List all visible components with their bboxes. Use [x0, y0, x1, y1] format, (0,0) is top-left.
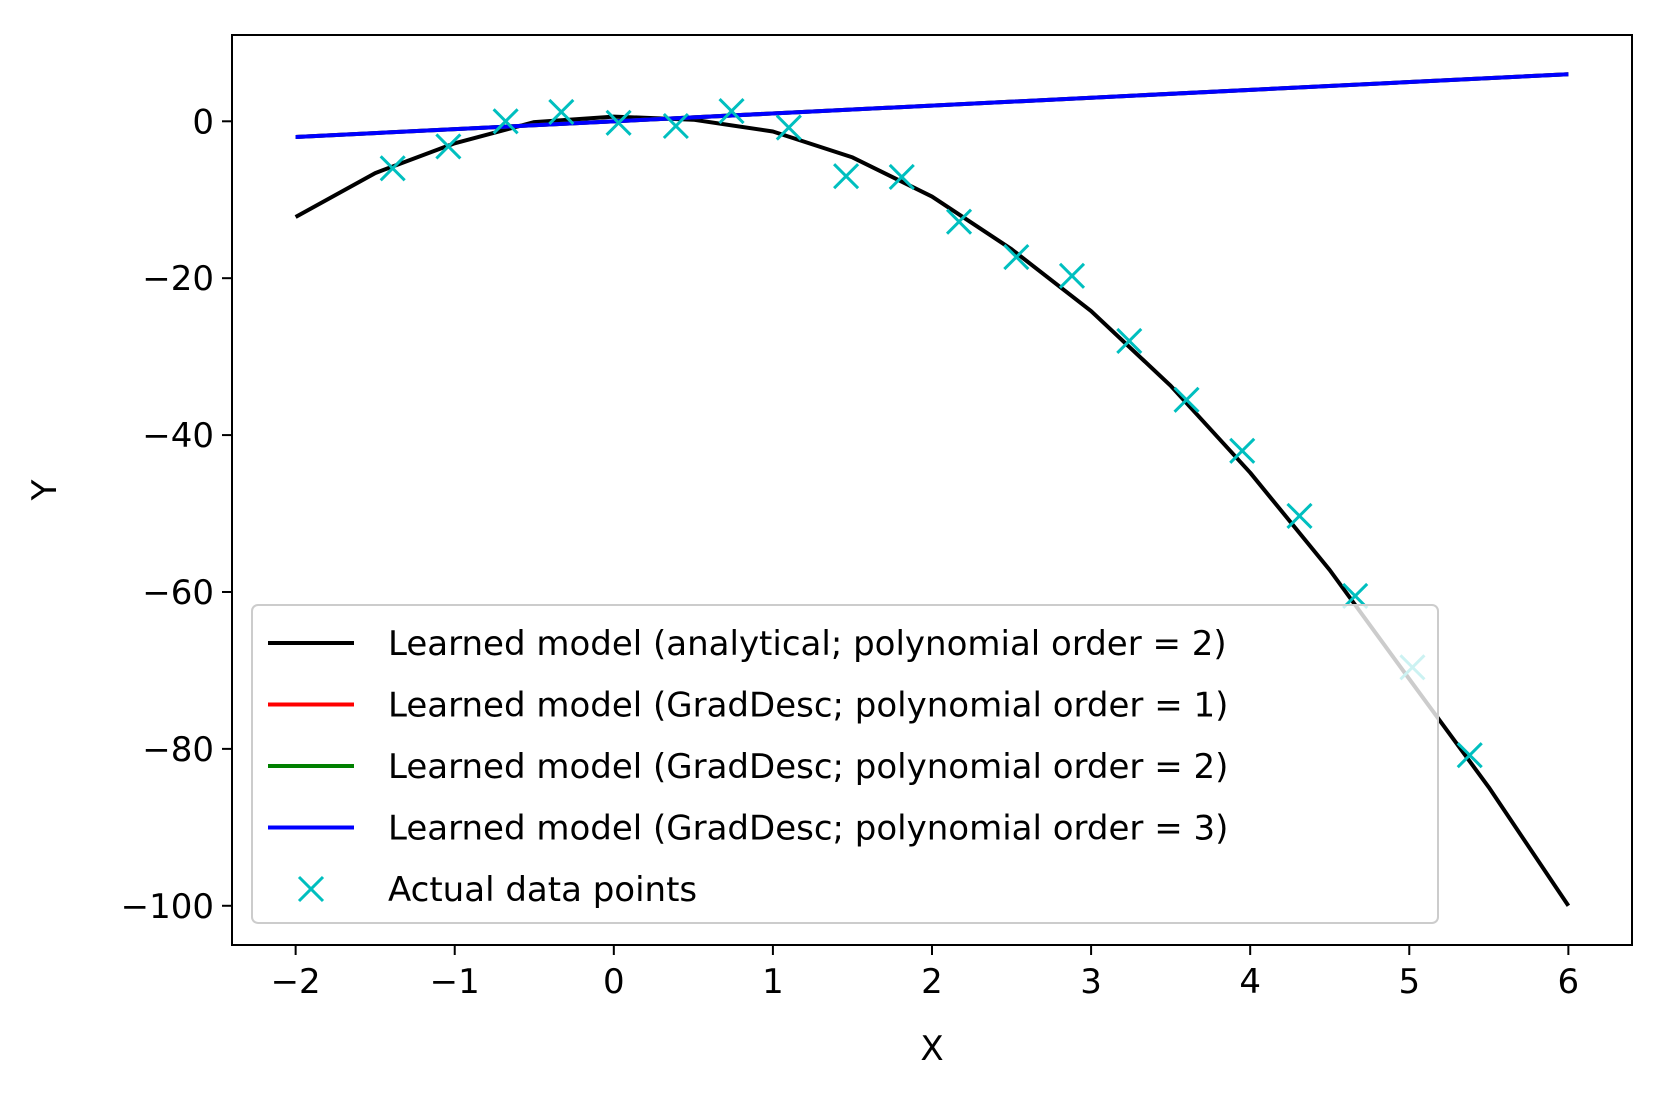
data-point: [435, 133, 462, 160]
x-tick-label: 5: [1398, 962, 1420, 1002]
data-point: [775, 114, 802, 141]
data-point: [605, 109, 632, 136]
data-point: [1229, 437, 1256, 464]
legend-swatch: [297, 875, 325, 903]
data-point: [1286, 502, 1313, 529]
x-tick-label: 3: [1080, 962, 1102, 1002]
y-tick-label: −20: [142, 259, 214, 299]
y-tick-label: −60: [142, 573, 214, 613]
legend-item: Learned model (GradDesc; polynomial orde…: [268, 747, 1228, 787]
legend-label: Learned model (GradDesc; polynomial orde…: [388, 809, 1228, 849]
y-axis-label: Y: [25, 479, 65, 501]
data-point: [1342, 582, 1369, 609]
data-point: [945, 208, 973, 235]
legend-label: Learned model (GradDesc; polynomial orde…: [388, 747, 1228, 787]
x-axis-label: X: [920, 1029, 943, 1069]
data-point: [662, 112, 689, 140]
data-point: [1173, 386, 1200, 413]
legend-item: Learned model (GradDesc; polynomial orde…: [268, 686, 1228, 726]
data-point: [379, 155, 406, 182]
x-tick-label: 4: [1239, 962, 1261, 1002]
data-point: [718, 98, 745, 125]
data-point: [888, 163, 915, 191]
legend-label: Learned model (analytical; polynomial or…: [388, 624, 1227, 664]
data-point: [1456, 742, 1483, 769]
legend-label: Learned model (GradDesc; polynomial orde…: [388, 686, 1228, 726]
x-tick-label: −1: [430, 962, 480, 1002]
legend-box: [251, 604, 1439, 924]
data-point: [1116, 327, 1143, 355]
x-tick-label: 2: [921, 962, 943, 1002]
y-axis-ticks: 0 −20 −40 −60 −80 −100: [121, 102, 232, 927]
y-tick-label: −100: [121, 887, 214, 927]
data-point: [833, 163, 860, 190]
x-tick-label: −2: [271, 962, 321, 1002]
legend-item: Learned model (analytical; polynomial or…: [268, 624, 1227, 664]
series-line-3: [295, 72, 1569, 139]
x-tick-label: 1: [762, 962, 784, 1002]
data-point: [548, 98, 575, 125]
y-tick-label: 0: [192, 102, 214, 142]
legend-item: Actual data points: [297, 870, 697, 910]
x-axis-ticks: −2 −1 0 1 2 3 4 5 6: [271, 945, 1580, 1002]
legend: Learned model (analytical; polynomial or…: [251, 604, 1439, 924]
y-tick-label: −40: [142, 416, 214, 456]
legend-item: Learned model (GradDesc; polynomial orde…: [268, 809, 1228, 849]
x-tick-label: 0: [603, 962, 625, 1002]
x-tick-label: 6: [1558, 962, 1580, 1002]
data-point: [492, 108, 519, 135]
data-point: [1003, 243, 1030, 271]
y-tick-label: −80: [142, 730, 214, 770]
legend-label: Actual data points: [388, 870, 697, 910]
data-point: [1058, 262, 1086, 289]
series-markers-4: [379, 98, 1483, 769]
